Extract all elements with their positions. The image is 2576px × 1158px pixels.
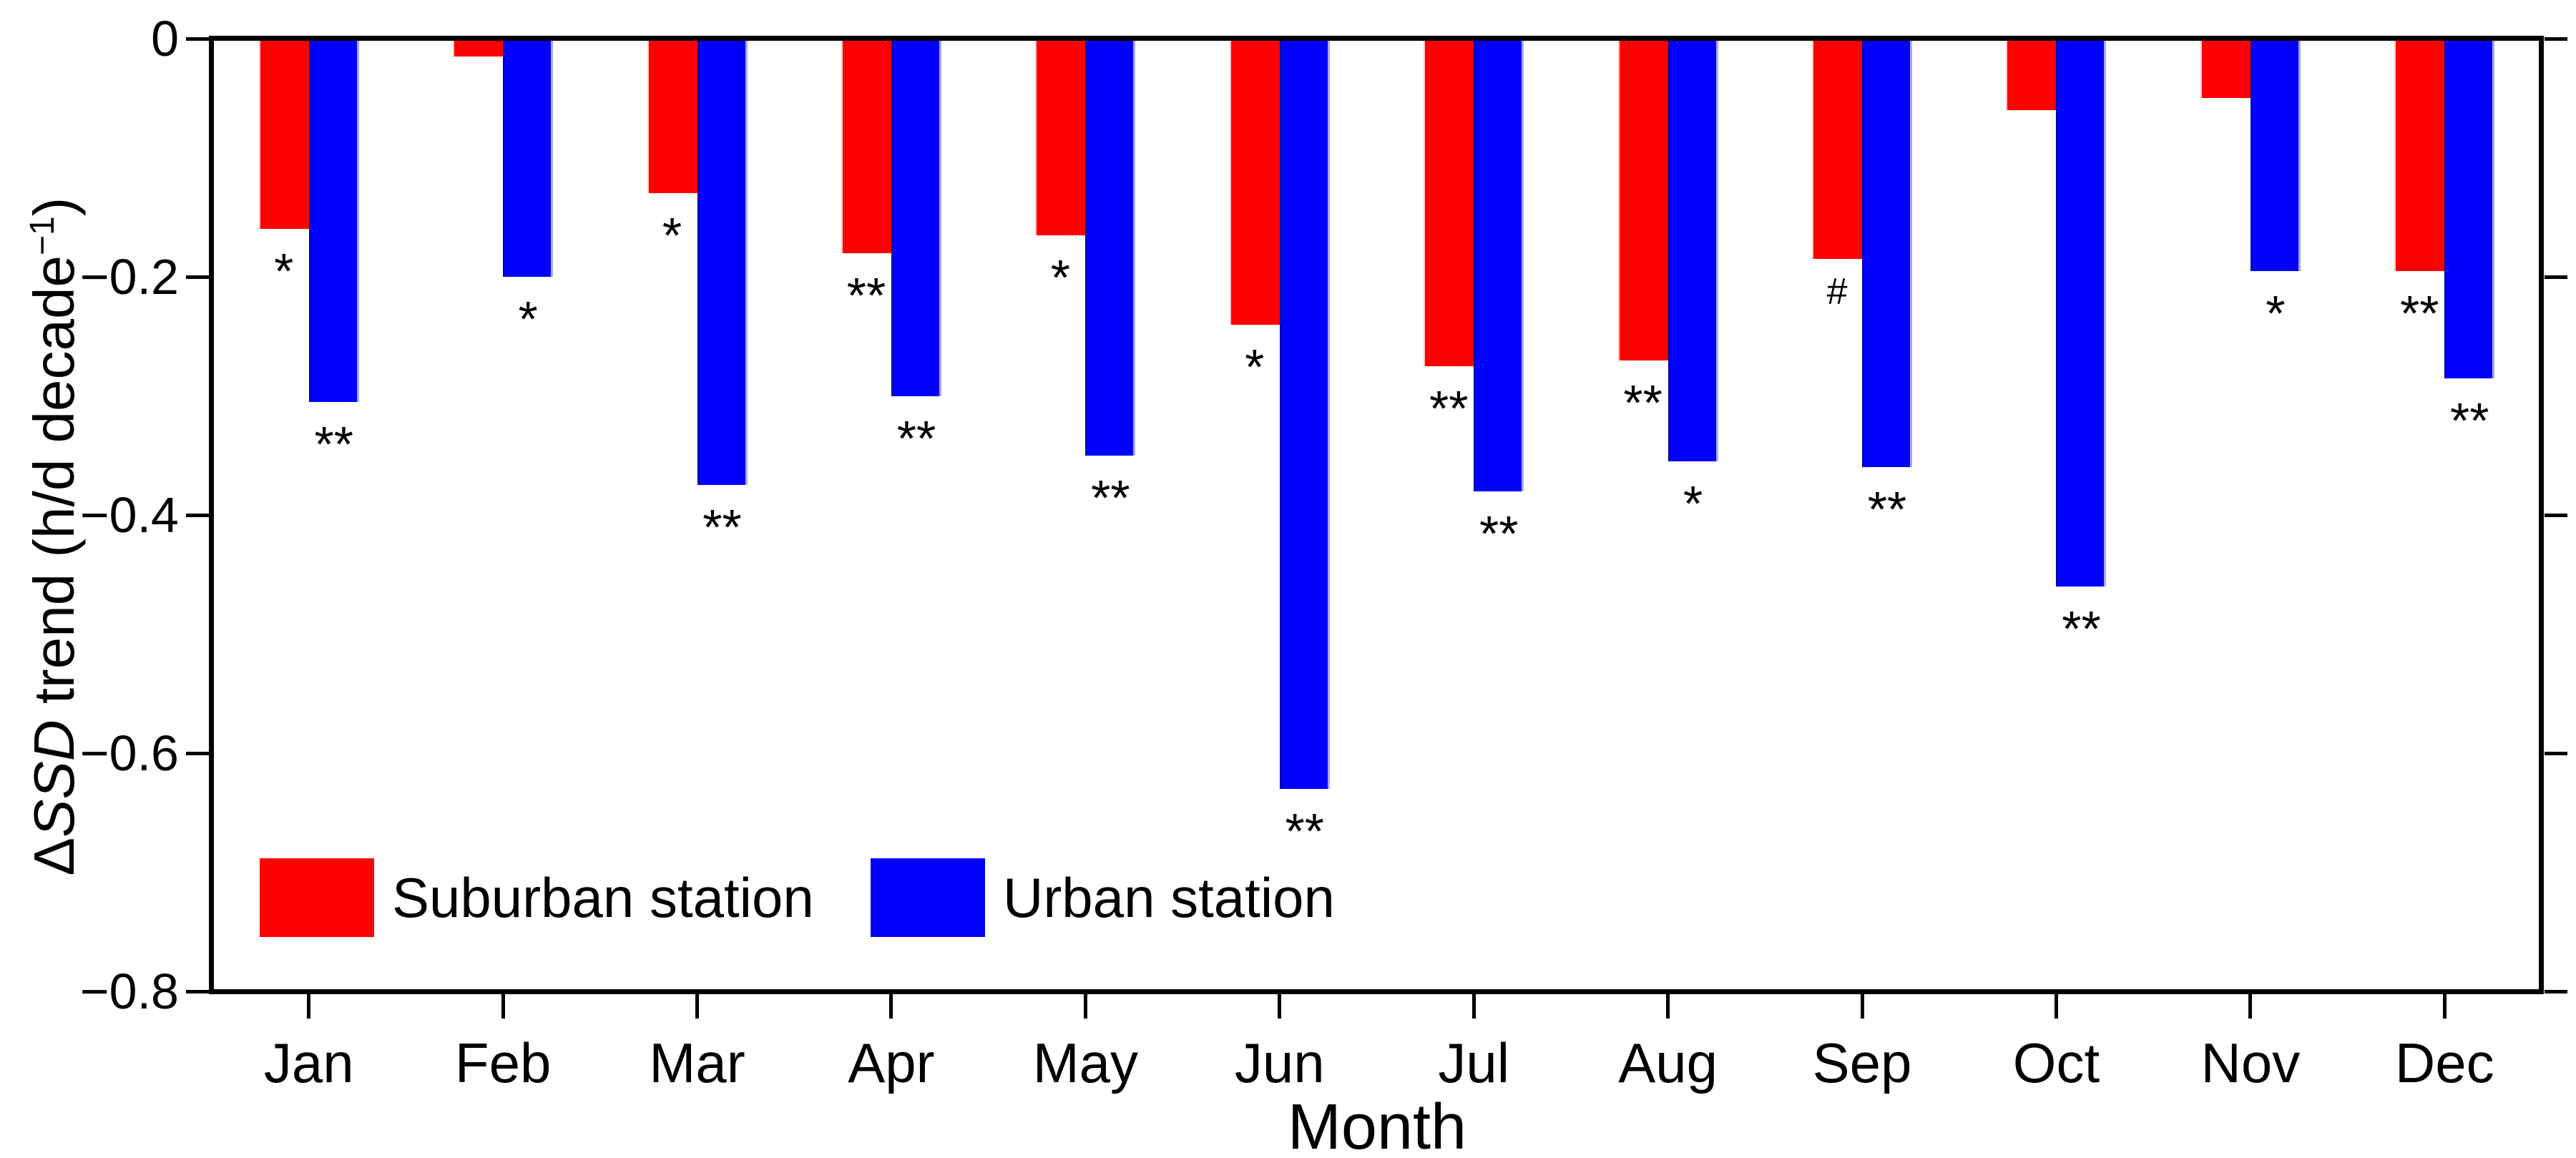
x-tick-label: Feb: [454, 1031, 552, 1094]
bar-suburban-sep: [1812, 41, 1863, 260]
x-tick: [695, 994, 700, 1019]
x-tick: [1860, 994, 1864, 1019]
bar-urban-apr: [891, 41, 941, 396]
y-tick-left: [186, 989, 209, 993]
bar-urban-nov: [2250, 41, 2301, 271]
x-tick: [889, 994, 893, 1019]
bar-suburban-nov: [2200, 41, 2251, 99]
x-tick-label: Aug: [1618, 1031, 1718, 1094]
y-tick-right: [2545, 751, 2567, 755]
significance-marker-suburban-jan: *: [274, 243, 294, 300]
bar-suburban-dec: [2394, 41, 2445, 271]
y-tick-right: [2545, 513, 2567, 517]
y-tick-label: −0.8: [79, 963, 179, 1019]
y-tick-left: [186, 36, 209, 41]
significance-marker-urban-feb: *: [518, 291, 538, 347]
significance-marker-urban-dec: **: [2450, 392, 2489, 448]
y-tick-left: [186, 751, 209, 755]
y-tick-label: −0.6: [79, 725, 179, 781]
x-tick-label: Apr: [848, 1031, 935, 1094]
x-tick-label: Jun: [1234, 1031, 1325, 1094]
significance-marker-suburban-may: *: [1050, 249, 1070, 305]
y-tick-label: −0.2: [79, 249, 179, 305]
bar-suburban-may: [1035, 41, 1086, 235]
significance-marker-urban-nov: *: [2266, 285, 2286, 341]
y-axis-title-units: trend (h/d decade: [21, 255, 86, 720]
significance-marker-suburban-dec: **: [2400, 285, 2439, 341]
bar-suburban-mar: [647, 41, 697, 194]
significance-marker-urban-sep: **: [1867, 481, 1907, 538]
legend-label-urban: Urban station: [1003, 866, 1335, 929]
y-tick-label: −0.4: [79, 487, 179, 543]
bar-suburban-apr: [841, 41, 891, 253]
x-tick: [1083, 994, 1087, 1019]
significance-marker-urban-jan: **: [314, 416, 353, 472]
x-tick-label: Nov: [2200, 1031, 2301, 1094]
x-tick: [1278, 994, 1282, 1019]
x-tick-label: Jan: [263, 1031, 354, 1094]
y-tick-right: [2545, 36, 2567, 41]
significance-marker-suburban-apr: **: [846, 267, 886, 323]
bar-urban-dec: [2444, 41, 2495, 378]
significance-marker-suburban-jun: *: [1245, 338, 1265, 395]
significance-marker-urban-mar: **: [702, 499, 742, 556]
significance-marker-urban-jul: **: [1479, 505, 1519, 561]
bar-suburban-jun: [1229, 41, 1280, 325]
significance-marker-urban-jun: **: [1285, 803, 1325, 859]
significance-marker-suburban-jul: **: [1429, 380, 1469, 436]
legend-label-suburban: Suburban station: [392, 866, 814, 929]
x-tick: [307, 994, 311, 1019]
bar-suburban-oct: [2006, 41, 2057, 110]
bar-suburban-jul: [1424, 41, 1474, 366]
x-tick-label: May: [1032, 1031, 1139, 1094]
y-tick-label: 0: [151, 11, 179, 67]
x-tick-label: Oct: [2012, 1031, 2100, 1094]
significance-marker-urban-may: **: [1091, 469, 1130, 526]
x-axis-title: Month: [1287, 1091, 1467, 1158]
x-tick: [1471, 994, 1476, 1019]
x-tick: [2054, 994, 2058, 1019]
significance-marker-suburban-sep: #: [1826, 271, 1848, 313]
bar-urban-oct: [2056, 41, 2107, 587]
significance-marker-urban-apr: **: [896, 410, 936, 466]
bar-urban-jul: [1474, 41, 1524, 491]
x-tick-label: Dec: [2394, 1031, 2494, 1094]
y-tick-right: [2545, 989, 2567, 993]
x-tick: [2248, 994, 2253, 1019]
x-tick: [2442, 994, 2447, 1019]
legend-swatch-suburban: [260, 858, 374, 937]
x-tick: [501, 994, 505, 1019]
y-tick-left: [186, 513, 209, 517]
significance-marker-suburban-mar: *: [662, 207, 682, 264]
significance-marker-urban-oct: **: [2062, 600, 2101, 657]
y-axis-title-paren: ): [21, 197, 86, 217]
bar-suburban-jan: [258, 41, 309, 230]
legend-swatch-urban: [871, 858, 985, 937]
bar-urban-aug: [1667, 41, 1718, 462]
bar-suburban-feb: [453, 41, 504, 57]
bar-urban-sep: [1862, 41, 1913, 468]
significance-marker-urban-aug: *: [1683, 476, 1703, 532]
x-tick: [1666, 994, 1670, 1019]
y-tick-right: [2545, 275, 2567, 279]
y-axis-title-delta: Δ: [21, 837, 86, 876]
y-axis-title-exponent: −1: [24, 216, 62, 256]
x-tick-label: Jul: [1438, 1031, 1510, 1094]
x-tick-label: Sep: [1812, 1031, 1912, 1094]
bar-urban-may: [1085, 41, 1136, 456]
y-tick-left: [186, 275, 209, 279]
x-tick-label: Mar: [649, 1031, 745, 1094]
bar-urban-jan: [308, 41, 359, 402]
bar-suburban-aug: [1617, 41, 1668, 360]
bar-urban-feb: [503, 41, 554, 277]
significance-marker-suburban-aug: **: [1623, 374, 1662, 431]
bar-urban-mar: [697, 41, 748, 486]
bar-urban-jun: [1279, 41, 1330, 789]
